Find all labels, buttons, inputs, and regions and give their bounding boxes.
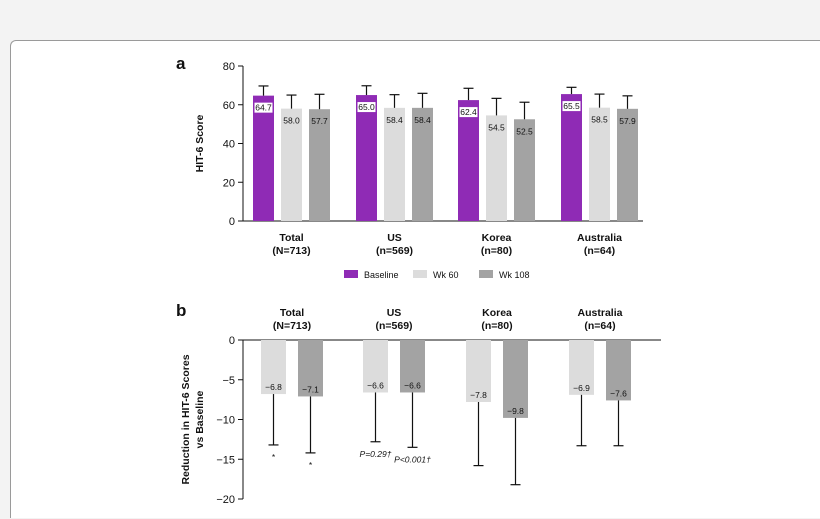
legend-swatch [344,270,358,278]
legend-label: Baseline [364,270,399,280]
y-axis-label-b-line1: Reduction in HIT-6 Scores [180,354,192,484]
y-tick-label-b: −5 [222,375,235,387]
data-label-a: 52.5 [516,126,533,136]
bar-a [253,95,274,221]
significance-note: P<0.001† [394,454,431,464]
category-sublabel-b: (n=80) [481,320,512,332]
data-label-b: −7.6 [610,388,627,398]
y-axis-label-b-line2: vs Baseline [194,390,206,448]
category-sublabel-b: (n=64) [584,320,615,332]
bar-b [606,340,631,401]
category-sublabel-b: (n=569) [375,320,412,332]
category-sublabel-a: (N=713) [272,245,310,257]
category-sublabel-b: (N=713) [273,320,311,332]
data-label-b: −6.9 [573,383,590,393]
bar-b [298,340,323,397]
legend-label: Wk 60 [433,270,459,280]
y-tick-label-a: 60 [223,100,235,112]
data-label-a: 57.9 [619,116,636,126]
category-sublabel-a: (n=569) [376,245,413,257]
category-label-b: US [387,307,402,319]
data-label-b: −7.1 [302,384,319,394]
bar-a [356,95,377,221]
data-label-a: 58.4 [414,115,431,125]
data-label-b: −6.6 [367,380,384,390]
category-label-a: Korea [482,232,512,244]
bar-a [412,107,433,221]
bar-b [466,340,491,403]
data-label-b: −9.8 [507,406,524,416]
data-label-bg-a [459,107,478,118]
data-label-b: −7.8 [470,390,487,400]
panel-b-letter: b [176,301,186,320]
category-label-b: Australia [578,307,623,319]
y-tick-label-a: 0 [229,216,235,228]
significance-note: * [309,460,313,470]
legend-swatch [479,270,493,278]
y-axis-label-a: HIT-6 Score [194,114,206,172]
category-label-b: Korea [482,307,512,319]
legend-label: Wk 108 [499,270,530,280]
bar-a [486,115,507,221]
y-tick-label-a: 20 [223,177,235,189]
y-tick-label-b: −10 [216,415,235,427]
data-label-a: 65.0 [358,102,375,112]
bar-a [617,108,638,221]
category-label-a: Total [279,232,303,244]
y-tick-label-a: 80 [223,61,235,73]
bar-a [281,108,302,221]
data-label-a: 64.7 [255,103,272,113]
category-label-b: Total [280,307,304,319]
data-label-a: 58.5 [591,115,608,125]
bar-a [561,94,582,221]
bar-b [400,340,425,393]
bar-a [309,109,330,221]
legend-swatch [413,270,427,278]
data-label-bg-a [254,102,273,113]
category-sublabel-a: (n=80) [481,245,512,257]
bar-a [458,100,479,221]
data-label-bg-a [357,102,376,113]
bar-b [261,340,286,395]
significance-note: P=0.29† [360,449,392,459]
significance-note: * [272,452,276,462]
data-label-a: 65.5 [563,101,580,111]
y-tick-label-b: −20 [216,494,235,506]
data-label-a: 58.0 [283,116,300,126]
bar-a [589,107,610,221]
bar-a [384,107,405,221]
data-label-a: 62.4 [460,107,477,117]
data-label-a: 58.4 [386,115,403,125]
bar-a [514,119,535,221]
data-label-a: 54.5 [488,122,505,132]
y-tick-label-a: 40 [223,139,235,151]
bar-b [503,340,528,418]
bar-b [363,340,388,393]
category-sublabel-a: (n=64) [584,245,615,257]
panel-a-letter: a [176,54,186,73]
data-label-b: −6.8 [265,382,282,392]
bar-b [569,340,594,395]
y-tick-label-b: 0 [229,335,235,347]
category-label-a: US [387,232,402,244]
data-label-bg-a [562,101,581,112]
category-label-a: Australia [577,232,622,244]
y-tick-label-b: −15 [216,454,235,466]
figure-frame: a 0 20 40 60 80 HIT-6 Score 64.7 58.0 57.7 Total (N… [10,40,820,518]
data-label-b: −6.6 [404,380,421,390]
data-label-a: 57.7 [311,116,328,126]
